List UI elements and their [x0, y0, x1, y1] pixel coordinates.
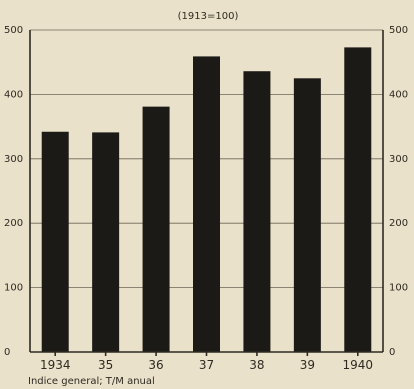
x-tick-label-37: 37 — [199, 358, 214, 372]
y-tick-left-100: 100 — [4, 283, 23, 294]
y-tick-labels: 0 0 100 100 200 200 300 300 400 400 500 500 — [4, 25, 408, 358]
x-tick-label-36: 36 — [148, 358, 163, 372]
y-tick-right-500: 500 — [389, 25, 408, 36]
x-tick-label-1940: 1940 — [343, 358, 374, 372]
axes — [29, 30, 384, 356]
chart-title: (1913=100) — [178, 11, 239, 22]
y-tick-right-0: 0 — [389, 347, 395, 358]
x-tick-label-1934: 1934 — [40, 358, 71, 372]
bar-38 — [243, 71, 271, 352]
bar-39 — [293, 78, 321, 353]
y-tick-left-300: 300 — [4, 154, 23, 165]
y-tick-right-300: 300 — [389, 154, 408, 165]
y-tick-right-100: 100 — [389, 283, 408, 294]
bars — [41, 47, 372, 353]
bar-35 — [92, 132, 120, 352]
bar-1940 — [344, 47, 372, 352]
y-tick-left-400: 400 — [4, 89, 23, 100]
x-tick-label-35: 35 — [98, 358, 113, 372]
x-category-labels: 1934 35 36 37 38 39 1940 — [40, 358, 373, 372]
y-tick-right-200: 200 — [389, 218, 408, 229]
bar-1934 — [41, 131, 69, 352]
bar-36 — [142, 106, 170, 352]
x-tick-label-38: 38 — [249, 358, 264, 372]
chart-caption: Indice general; T/M anual — [28, 376, 155, 387]
y-tick-right-400: 400 — [389, 89, 408, 100]
y-tick-left-500: 500 — [4, 25, 23, 36]
y-tick-left-0: 0 — [4, 347, 10, 358]
y-tick-left-200: 200 — [4, 218, 23, 229]
bar-37 — [193, 56, 220, 353]
x-tick-label-39: 39 — [300, 358, 315, 372]
